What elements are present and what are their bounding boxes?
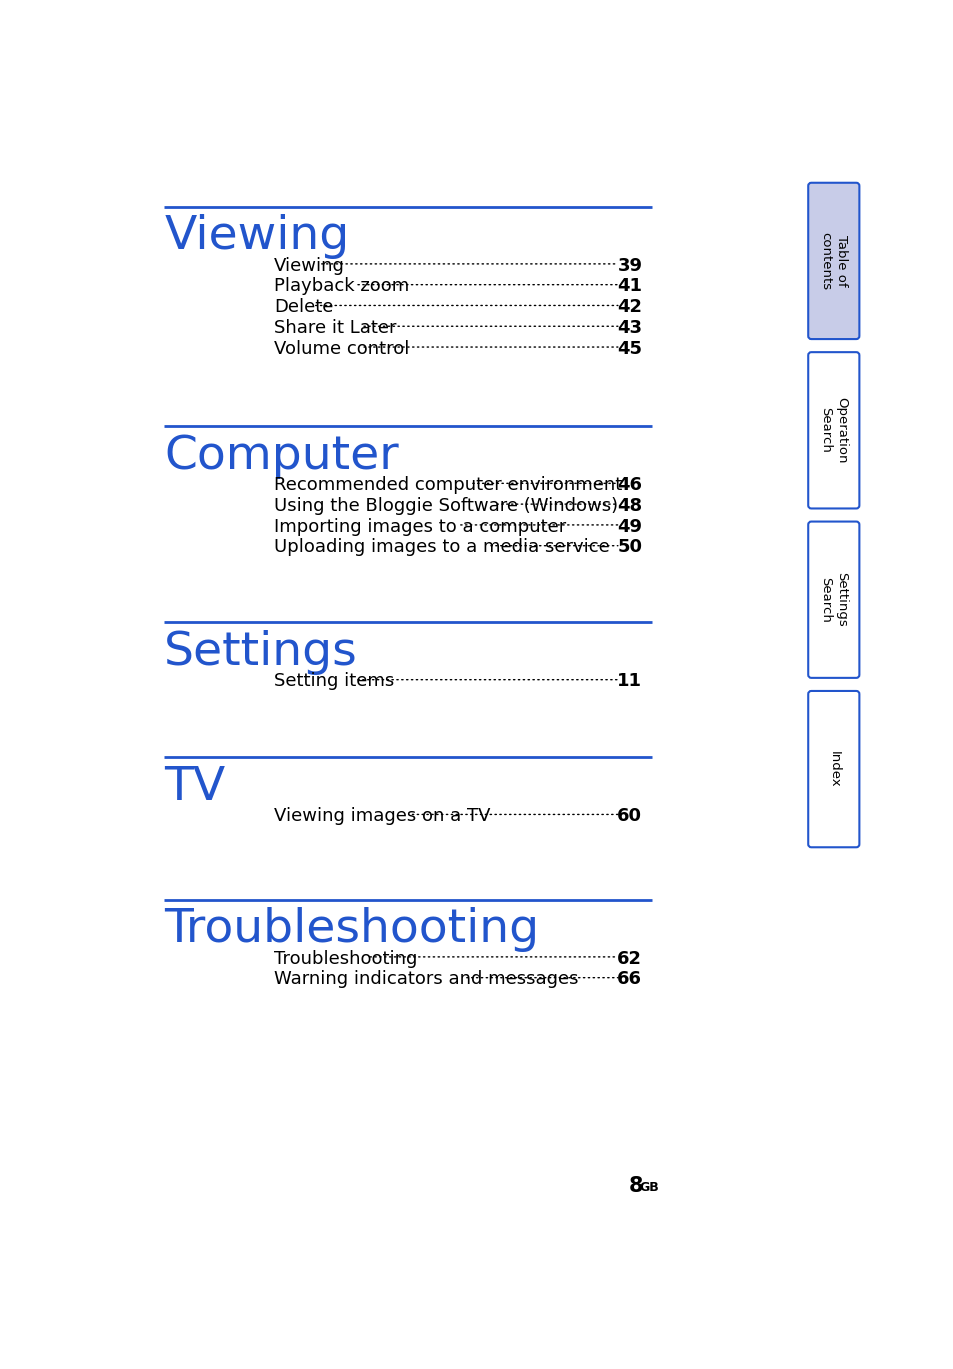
Text: 41: 41 bbox=[617, 278, 641, 296]
Text: 62: 62 bbox=[617, 950, 641, 968]
Text: Using the Bloggie Software (Windows): Using the Bloggie Software (Windows) bbox=[274, 497, 618, 515]
FancyBboxPatch shape bbox=[807, 691, 859, 847]
Text: 39: 39 bbox=[617, 256, 641, 275]
Text: 8: 8 bbox=[629, 1176, 643, 1197]
Text: TV: TV bbox=[164, 765, 225, 810]
Text: 60: 60 bbox=[617, 808, 641, 826]
FancyBboxPatch shape bbox=[807, 352, 859, 508]
Text: Delete: Delete bbox=[274, 298, 334, 316]
Text: Warning indicators and messages: Warning indicators and messages bbox=[274, 971, 578, 988]
FancyBboxPatch shape bbox=[807, 182, 859, 340]
Text: Troubleshooting: Troubleshooting bbox=[274, 950, 417, 968]
Text: 42: 42 bbox=[617, 298, 641, 316]
Text: 49: 49 bbox=[617, 517, 641, 535]
Text: Troubleshooting: Troubleshooting bbox=[164, 908, 538, 953]
Text: 50: 50 bbox=[617, 538, 641, 557]
Text: 45: 45 bbox=[617, 340, 641, 357]
Text: GB: GB bbox=[639, 1181, 659, 1194]
Text: Settings: Settings bbox=[164, 630, 357, 675]
Text: Share it Later: Share it Later bbox=[274, 319, 396, 337]
Text: 43: 43 bbox=[617, 319, 641, 337]
Text: Setting items: Setting items bbox=[274, 672, 395, 690]
Text: Operation
Search: Operation Search bbox=[819, 397, 847, 464]
Text: 48: 48 bbox=[617, 497, 641, 515]
Text: Volume control: Volume control bbox=[274, 340, 409, 357]
Text: Importing images to a computer: Importing images to a computer bbox=[274, 517, 566, 535]
Text: 66: 66 bbox=[617, 971, 641, 988]
Text: Viewing images on a TV: Viewing images on a TV bbox=[274, 808, 490, 826]
Text: Index: Index bbox=[826, 750, 840, 787]
Text: 46: 46 bbox=[617, 476, 641, 494]
Text: Playback zoom: Playback zoom bbox=[274, 278, 409, 296]
Text: Computer: Computer bbox=[164, 434, 398, 479]
FancyBboxPatch shape bbox=[807, 522, 859, 678]
Text: 11: 11 bbox=[617, 672, 641, 690]
Text: Table of
contents: Table of contents bbox=[819, 231, 847, 290]
Text: Settings
Search: Settings Search bbox=[819, 572, 847, 627]
Text: Uploading images to a media service: Uploading images to a media service bbox=[274, 538, 609, 557]
Text: Viewing: Viewing bbox=[164, 215, 349, 259]
Text: Recommended computer environment: Recommended computer environment bbox=[274, 476, 622, 494]
Text: Viewing: Viewing bbox=[274, 256, 345, 275]
